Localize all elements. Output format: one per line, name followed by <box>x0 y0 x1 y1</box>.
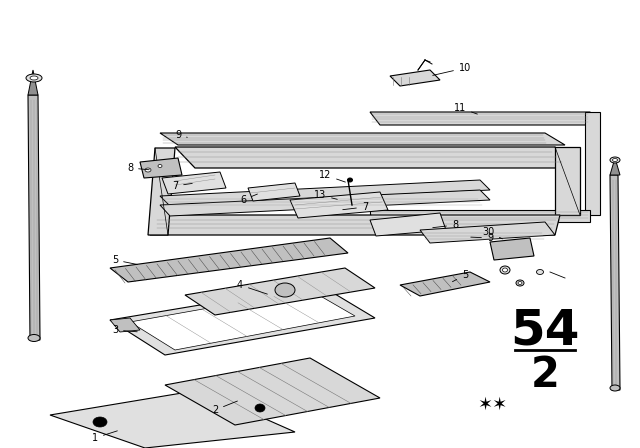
Polygon shape <box>490 238 534 260</box>
Polygon shape <box>370 213 446 236</box>
Ellipse shape <box>612 159 618 161</box>
Polygon shape <box>28 95 40 340</box>
Text: 2: 2 <box>531 354 559 396</box>
Text: 11: 11 <box>454 103 477 114</box>
Ellipse shape <box>158 164 162 168</box>
Ellipse shape <box>275 283 295 297</box>
Ellipse shape <box>26 74 42 82</box>
Polygon shape <box>610 158 620 175</box>
Text: 8: 8 <box>433 220 458 230</box>
Polygon shape <box>390 70 440 86</box>
Polygon shape <box>370 112 600 125</box>
Polygon shape <box>160 180 490 206</box>
Text: 3: 3 <box>112 325 137 335</box>
Text: 54: 54 <box>510 306 580 354</box>
Text: 9: 9 <box>175 130 188 140</box>
Text: ✶✶: ✶✶ <box>477 396 507 414</box>
Polygon shape <box>110 238 348 282</box>
Ellipse shape <box>348 178 353 182</box>
Text: 6: 6 <box>240 194 257 205</box>
Polygon shape <box>130 290 355 350</box>
Ellipse shape <box>610 157 620 163</box>
Text: 2: 2 <box>212 401 237 415</box>
Text: 12: 12 <box>319 170 346 182</box>
Ellipse shape <box>518 281 522 284</box>
Polygon shape <box>148 148 175 235</box>
Ellipse shape <box>500 266 510 274</box>
Polygon shape <box>110 318 140 332</box>
Ellipse shape <box>28 335 40 341</box>
Ellipse shape <box>30 76 38 80</box>
Polygon shape <box>150 215 560 235</box>
Polygon shape <box>28 70 38 95</box>
Polygon shape <box>110 285 375 355</box>
Text: 7: 7 <box>172 181 192 191</box>
Polygon shape <box>185 268 375 315</box>
Polygon shape <box>165 358 380 425</box>
Polygon shape <box>400 272 490 296</box>
Text: 7: 7 <box>343 202 368 212</box>
Polygon shape <box>290 192 388 218</box>
Polygon shape <box>248 183 300 201</box>
Polygon shape <box>370 210 590 222</box>
Polygon shape <box>420 222 555 243</box>
Text: 30: 30 <box>482 227 502 239</box>
Ellipse shape <box>610 385 620 391</box>
Text: 9: 9 <box>471 233 493 243</box>
Text: 8: 8 <box>127 163 149 173</box>
Text: 5: 5 <box>112 255 137 265</box>
Ellipse shape <box>502 268 508 272</box>
Ellipse shape <box>93 417 107 427</box>
Text: 10: 10 <box>433 63 471 75</box>
Polygon shape <box>585 112 600 215</box>
Text: 5: 5 <box>452 270 468 282</box>
Polygon shape <box>162 172 226 194</box>
Ellipse shape <box>255 404 265 412</box>
Polygon shape <box>140 158 182 178</box>
Polygon shape <box>50 390 295 448</box>
Text: 4: 4 <box>237 280 268 294</box>
Polygon shape <box>175 147 575 168</box>
Polygon shape <box>160 133 565 145</box>
Polygon shape <box>610 175 620 390</box>
Ellipse shape <box>516 280 524 286</box>
Polygon shape <box>555 147 580 215</box>
Text: 13: 13 <box>314 190 337 200</box>
Ellipse shape <box>145 168 151 172</box>
Polygon shape <box>160 190 490 216</box>
Text: 1: 1 <box>92 431 117 443</box>
Ellipse shape <box>536 270 543 275</box>
